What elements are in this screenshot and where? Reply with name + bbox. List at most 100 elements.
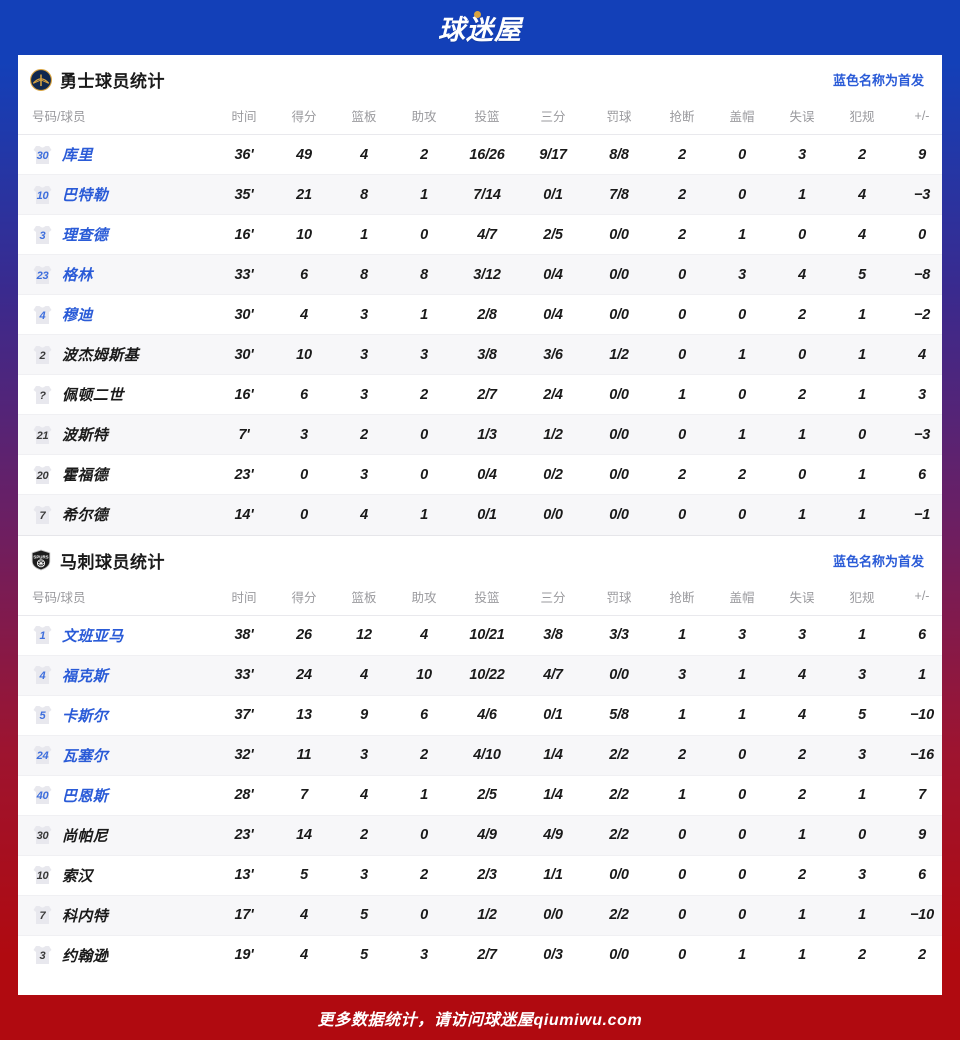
table-row[interactable]: 23 格林 33' 6 8 8 3/12 0/4 0/0 0 3 4 5 −8: [18, 254, 942, 295]
stat-min: 16': [214, 374, 274, 415]
jersey-number-text: 30: [36, 830, 49, 842]
table-row[interactable]: 1 文班亚马 38' 26 12 4 10/21 3/8 3/3 1 3 3 1 6: [18, 614, 942, 655]
table-row[interactable]: 30 尚帕尼 23' 14 2 0 4/9 4/9 2/2 0 0 1 0 9: [18, 814, 942, 855]
jersey-number-badge: 20: [32, 464, 53, 486]
stat-tov: 0: [772, 214, 832, 255]
player-cell[interactable]: 7 希尔德: [18, 494, 214, 535]
table-row[interactable]: 21 波斯特 7' 3 2 0 1/3 1/2 0/0 0 1 1 0 −3: [18, 414, 942, 455]
stat-reb: 9: [334, 694, 394, 735]
stat-pm: 6: [892, 854, 942, 895]
player-cell[interactable]: 4 穆迪: [18, 294, 214, 335]
table-row[interactable]: 24 瓦塞尔 32' 11 3 2 4/10 1/4 2/2 2 0 2 3 −16: [18, 734, 942, 775]
stat-min: 30': [214, 294, 274, 335]
stat-stl: 1: [652, 374, 712, 415]
stat-pm: −3: [892, 174, 942, 215]
table-row[interactable]: 30 库里 36' 49 4 2 16/26 9/17 8/8 2 0 3 2 9: [18, 134, 942, 175]
table-row[interactable]: 5 卡斯尔 37' 13 9 6 4/6 0/1 5/8 1 1 4 5 −10: [18, 694, 942, 735]
column-header-pm: +/-: [892, 100, 942, 135]
stat-tp: 1/1: [520, 854, 586, 895]
stat-tov: 0: [772, 334, 832, 375]
player-cell[interactable]: 3 理查德: [18, 214, 214, 255]
table-row[interactable]: 7 科内特 17' 4 5 0 1/2 0/0 2/2 0 0 1 1 −10: [18, 894, 942, 935]
jersey-number-badge: 4: [32, 304, 53, 326]
stat-ast: 8: [394, 254, 454, 295]
stat-blk: 1: [712, 334, 772, 375]
jersey-number-badge: 3: [32, 224, 53, 246]
table-row[interactable]: 2 波杰姆斯基 30' 10 3 3 3/8 3/6 1/2 0 1 0 1 4: [18, 334, 942, 375]
stat-tp: 0/0: [520, 494, 586, 535]
site-logo-text: 球迷屋: [438, 15, 522, 45]
stat-pts: 6: [274, 254, 334, 295]
player-name: 佩顿二世: [62, 387, 124, 404]
stat-ast: 0: [394, 214, 454, 255]
stat-min: 28': [214, 774, 274, 815]
stat-stl: 1: [652, 774, 712, 815]
jersey-icon: [33, 305, 52, 324]
table-row[interactable]: 4 福克斯 33' 24 4 10 10/22 4/7 0/0 3 1 4 3 1: [18, 654, 942, 695]
player-cell[interactable]: 24 瓦塞尔: [18, 734, 214, 775]
player-cell[interactable]: 7 科内特: [18, 894, 214, 935]
player-cell[interactable]: 21 波斯特: [18, 414, 214, 455]
stat-pts: 10: [274, 214, 334, 255]
table-row[interactable]: 10 索汉 13' 5 3 2 2/3 1/1 0/0 0 0 2 3 6: [18, 854, 942, 895]
stat-blk: 1: [712, 654, 772, 695]
stat-pf: 1: [832, 894, 892, 935]
site-logo: 球迷屋: [438, 8, 522, 47]
stat-blk: 0: [712, 774, 772, 815]
table-row[interactable]: 7 希尔德 14' 0 4 1 0/1 0/0 0/0 0 0 1 1 −1: [18, 494, 942, 535]
player-cell[interactable]: 30 尚帕尼: [18, 814, 214, 855]
stat-blk: 0: [712, 294, 772, 335]
stat-tov: 3: [772, 134, 832, 175]
column-header-tov: 失误: [772, 100, 832, 135]
stat-tp: 9/17: [520, 134, 586, 175]
player-cell[interactable]: 5 卡斯尔: [18, 694, 214, 735]
stat-stl: 2: [652, 734, 712, 775]
stat-tov: 2: [772, 374, 832, 415]
stat-pm: 7: [892, 774, 942, 815]
player-cell[interactable]: 3 约翰逊: [18, 934, 214, 975]
jersey-number-badge: 23: [32, 264, 53, 286]
stats-card: 勇士球员统计 蓝色名称为首发 号码/球员 时间 得分 篮板 助攻 投篮 三分 罚球 抢断 盖帽 失误 犯规…: [18, 55, 942, 995]
table-row[interactable]: 3 约翰逊 19' 4 5 3 2/7 0/3 0/0 0 1 1 2 2: [18, 934, 942, 975]
player-cell[interactable]: 20 霍福德: [18, 454, 214, 495]
table-row[interactable]: 20 霍福德 23' 0 3 0 0/4 0/2 0/0 2 2 0 1 6: [18, 454, 942, 495]
warriors-logo: [30, 68, 52, 91]
team-title: 马刺球员统计: [60, 552, 165, 572]
table-row[interactable]: 40 巴恩斯 28' 7 4 1 2/5 1/4 2/2 1 0 2 1 7: [18, 774, 942, 815]
jersey-number-text: 30: [36, 149, 49, 162]
stat-blk: 2: [712, 454, 772, 495]
table-row[interactable]: 3 理查德 16' 10 1 0 4/7 2/5 0/0 2 1 0 4 0: [18, 214, 942, 255]
player-name: 科内特: [62, 907, 109, 925]
stat-blk: 0: [712, 494, 772, 535]
stat-pm: 0: [892, 214, 942, 255]
stat-pf: 4: [832, 214, 892, 255]
player-cell[interactable]: 23 格林: [18, 254, 214, 295]
column-header-pf: 犯规: [832, 100, 892, 135]
jersey-number-text: 3: [39, 229, 46, 242]
column-header-tov: 失误: [772, 580, 832, 616]
player-cell[interactable]: 10 巴特勒: [18, 174, 214, 215]
stat-ast: 1: [394, 494, 454, 535]
stat-pm: −8: [892, 254, 942, 295]
jersey-icon: [33, 946, 52, 965]
player-cell[interactable]: 40 巴恩斯: [18, 774, 214, 815]
stat-pm: 3: [892, 374, 942, 415]
jersey-number-badge: 30: [32, 144, 53, 166]
table-row[interactable]: ? 佩顿二世 16' 6 3 2 2/7 2/4 0/0 1 0 2 1 3: [18, 374, 942, 415]
table-row[interactable]: 10 巴特勒 35' 21 8 1 7/14 0/1 7/8 2 0 1 4 −3: [18, 174, 942, 215]
player-cell[interactable]: 30 库里: [18, 134, 214, 175]
table-row[interactable]: 4 穆迪 30' 4 3 1 2/8 0/4 0/0 0 0 2 1 −2: [18, 294, 942, 335]
jersey-number-text: 23: [36, 269, 49, 282]
stat-ft: 1/2: [586, 334, 652, 375]
stat-stl: 0: [652, 894, 712, 935]
stat-stl: 0: [652, 334, 712, 375]
player-cell[interactable]: 2 波杰姆斯基: [18, 334, 214, 375]
stat-tov: 1: [772, 934, 832, 975]
stat-ft: 2/2: [586, 774, 652, 815]
jersey-number-badge: 1: [32, 624, 53, 646]
player-cell[interactable]: ? 佩顿二世: [18, 374, 214, 415]
jersey-number-text: 24: [36, 750, 49, 762]
player-cell[interactable]: 1 文班亚马: [18, 614, 214, 655]
player-cell[interactable]: 4 福克斯: [18, 654, 214, 695]
player-cell[interactable]: 10 索汉: [18, 854, 214, 895]
